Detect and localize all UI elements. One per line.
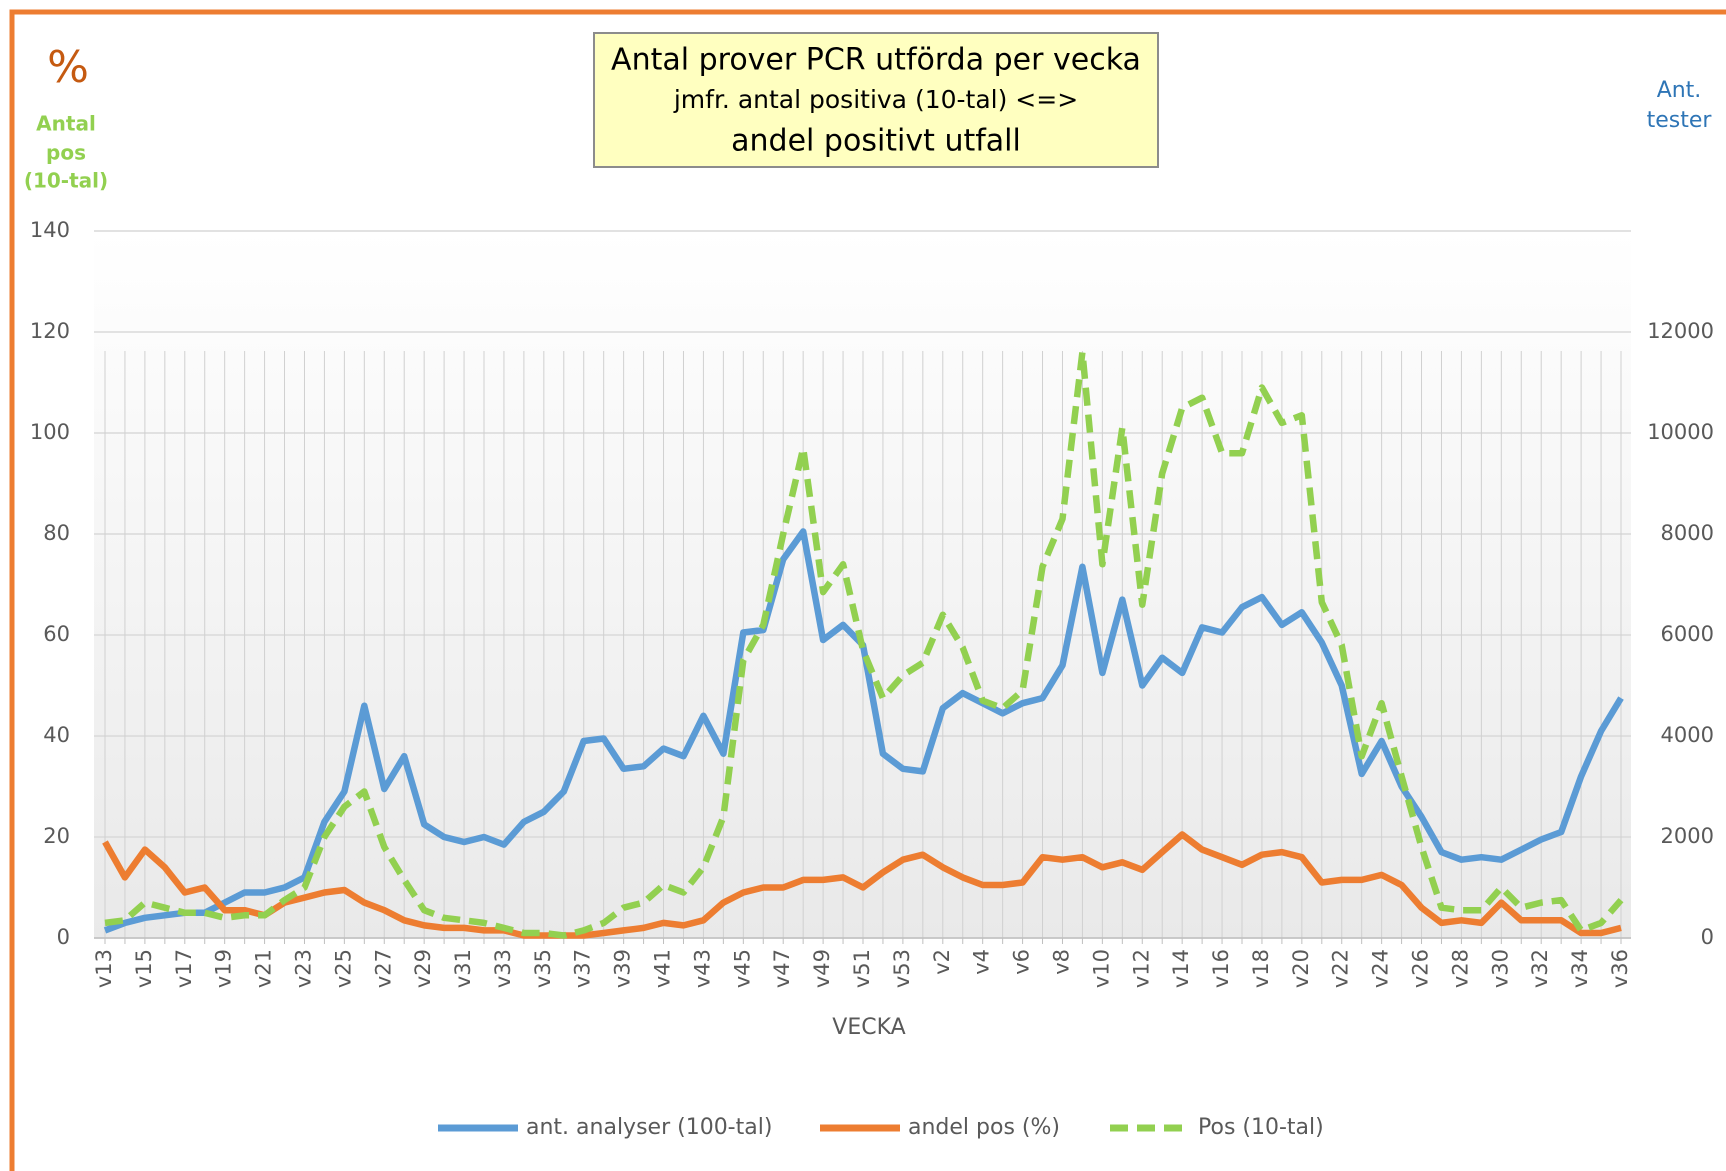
x-tick-label: v15 xyxy=(132,949,156,988)
legend-label: ant. analyser (100-tal) xyxy=(526,1115,772,1140)
x-tick-label: v34 xyxy=(1568,949,1592,988)
x-tick-label: v25 xyxy=(331,949,355,988)
x-tick-label: v24 xyxy=(1369,949,1393,988)
x-tick-label: v13 xyxy=(92,949,116,988)
y-axis-label: (10-tal) xyxy=(24,169,108,193)
x-tick-label: v32 xyxy=(1528,949,1552,988)
x-tick-label: v4 xyxy=(970,949,994,975)
x-tick-label: v31 xyxy=(451,949,475,988)
title-box xyxy=(593,32,1159,168)
y-tick-label: 140 xyxy=(30,218,70,242)
x-tick-label: v21 xyxy=(252,949,276,988)
x-tick-label: v33 xyxy=(491,949,515,988)
chart-title: Antal prover PCR utförda per vecka xyxy=(611,43,1141,78)
x-tick-label: v27 xyxy=(371,949,395,988)
x-tick-label: v36 xyxy=(1608,949,1632,988)
frame xyxy=(9,9,1726,1171)
x-tick-label: v23 xyxy=(291,949,315,988)
chart-subtitle: jmfr. antal positiva (10-tal) <=> xyxy=(673,85,1078,114)
y2-tick-label: 12000 xyxy=(1647,319,1714,343)
y-tick-label: 20 xyxy=(43,824,70,848)
y-tick-label: 60 xyxy=(43,622,70,646)
x-tick-label: v39 xyxy=(611,949,635,988)
x-tick-label: v20 xyxy=(1289,949,1313,988)
x-tick-label: v16 xyxy=(1209,949,1233,988)
x-tick-label: v12 xyxy=(1129,949,1153,988)
y2-tick-label: 6000 xyxy=(1661,622,1714,646)
y2-axis-label: tester xyxy=(1647,108,1713,133)
legend-label: andel pos (%) xyxy=(908,1115,1060,1140)
y-axis-label: Antal xyxy=(36,112,96,136)
x-tick-label: v2 xyxy=(930,949,954,975)
y2-tick-label: 4000 xyxy=(1661,723,1714,747)
x-tick-label: v8 xyxy=(1049,949,1073,975)
x-tick-label: v22 xyxy=(1329,949,1353,988)
x-tick-label: v18 xyxy=(1249,949,1273,988)
y-tick-label: 120 xyxy=(30,319,70,343)
y-axis-label: pos xyxy=(46,141,86,165)
y-tick-label: 40 xyxy=(43,723,70,747)
x-tick-label: v10 xyxy=(1089,949,1113,988)
y-tick-label: 0 xyxy=(57,925,70,949)
x-tick-label: v41 xyxy=(651,949,675,988)
x-tick-label: v28 xyxy=(1448,949,1472,988)
x-tick-label: v14 xyxy=(1169,949,1193,988)
x-tick-label: v49 xyxy=(810,949,834,988)
x-tick-label: v30 xyxy=(1488,949,1512,988)
x-tick-label: v37 xyxy=(571,949,595,988)
x-tick-label: v35 xyxy=(531,949,555,988)
x-tick-label: v43 xyxy=(690,949,714,988)
x-tick-label: v51 xyxy=(850,949,874,988)
data-line xyxy=(102,831,1622,939)
x-axis-label: VECKA xyxy=(832,1015,905,1040)
y-tick-label: 100 xyxy=(30,420,70,444)
y2-tick-label: 0 xyxy=(1701,925,1714,949)
y2-tick-label: 10000 xyxy=(1647,420,1714,444)
y2-tick-label: 2000 xyxy=(1661,824,1714,848)
x-tick-label: v29 xyxy=(411,949,435,988)
data-line xyxy=(104,348,1624,939)
x-tick-label: v45 xyxy=(730,949,754,988)
x-tick-label: v19 xyxy=(212,949,236,988)
x-tick-label: v6 xyxy=(1010,949,1034,975)
y2-tick-label: 8000 xyxy=(1661,521,1714,545)
y-tick-label: 80 xyxy=(43,521,70,545)
legend-label: Pos (10-tal) xyxy=(1198,1115,1324,1140)
y2-axis-label: Ant. xyxy=(1657,78,1702,103)
x-tick-label: v47 xyxy=(770,949,794,988)
y-axis-label: % xyxy=(47,42,89,93)
chart-subtitle: andel positivt utfall xyxy=(731,124,1021,159)
x-tick-label: v26 xyxy=(1409,949,1433,988)
x-tick-label: v53 xyxy=(890,949,914,988)
x-tick-label: v17 xyxy=(172,949,196,988)
